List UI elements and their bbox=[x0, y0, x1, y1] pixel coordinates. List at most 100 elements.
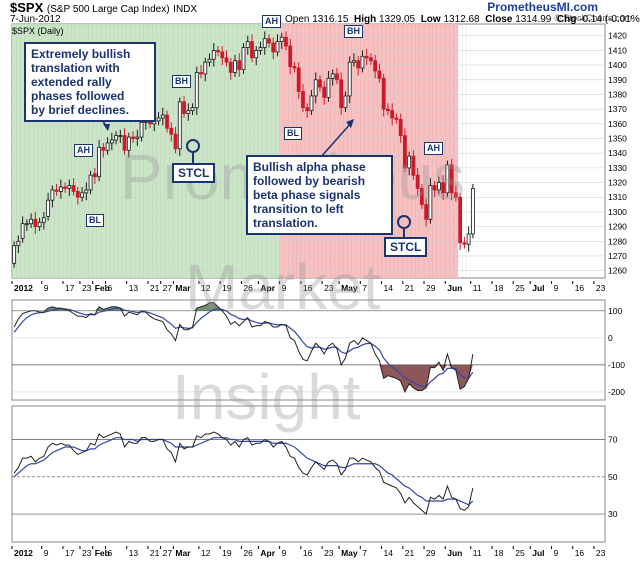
candle-body bbox=[373, 60, 378, 72]
y-tick-label: 1420 bbox=[608, 31, 627, 41]
top-x-tick: 29 bbox=[426, 283, 436, 293]
top-x-tick: 16 bbox=[303, 283, 313, 293]
y-tick-label: 1400 bbox=[608, 60, 627, 70]
rsi-y-tick: 30 bbox=[608, 509, 618, 519]
tag-bh-right: BH bbox=[344, 25, 363, 38]
candle-body bbox=[284, 36, 288, 47]
top-x-tick: 13 bbox=[129, 283, 139, 293]
candle-body bbox=[241, 47, 246, 70]
candle-body bbox=[424, 204, 429, 220]
candle-body bbox=[330, 73, 335, 79]
candle-body bbox=[386, 108, 390, 112]
candle-body bbox=[267, 38, 271, 44]
candle-body bbox=[80, 192, 84, 198]
candle-body bbox=[339, 79, 344, 109]
candle-body bbox=[109, 139, 114, 144]
candle-body bbox=[97, 146, 101, 178]
candle-body bbox=[16, 240, 21, 247]
bottom-x-tick: 11 bbox=[473, 548, 482, 558]
cci-oversold-fill bbox=[14, 364, 473, 392]
candle-body bbox=[63, 186, 67, 189]
candle-body bbox=[101, 146, 106, 151]
tag-ah-top: AH bbox=[262, 15, 281, 28]
candle-body bbox=[335, 73, 339, 81]
candle-body bbox=[441, 182, 446, 194]
bottom-x-tick: Jul bbox=[532, 548, 544, 558]
candle-body bbox=[275, 41, 280, 53]
cci-y-tick: -200 bbox=[608, 387, 625, 397]
y-tick-label: 1260 bbox=[608, 266, 627, 276]
bottom-x-tick: 23 bbox=[82, 548, 92, 558]
bottom-x-tick: May bbox=[341, 548, 358, 558]
top-axis-bg bbox=[0, 281, 605, 294]
bottom-x-tick: 19 bbox=[222, 548, 232, 558]
candle-body bbox=[369, 57, 373, 62]
top-x-tick: 14 bbox=[384, 283, 394, 293]
top-x-tick: 6 bbox=[107, 283, 112, 293]
tag-ah-right: AH bbox=[424, 142, 443, 155]
candle-body bbox=[33, 218, 38, 228]
bottom-x-tick: 9 bbox=[282, 548, 287, 558]
candle-body bbox=[88, 174, 93, 191]
candle-body bbox=[279, 36, 284, 43]
tag-bl-right: BL bbox=[284, 127, 302, 140]
candle-body bbox=[207, 58, 212, 63]
candle-body bbox=[92, 173, 97, 178]
candle-body bbox=[271, 42, 276, 53]
candle-body bbox=[347, 61, 352, 97]
candle-body bbox=[322, 86, 327, 98]
top-x-tick: 17 bbox=[65, 283, 75, 293]
bottom-axis-bg bbox=[0, 546, 605, 559]
bottom-x-tick: 16 bbox=[575, 548, 585, 558]
bottom-x-tick: 12 bbox=[201, 548, 211, 558]
candle-body bbox=[237, 60, 242, 70]
top-x-tick: 23 bbox=[324, 283, 334, 293]
top-x-tick: 9 bbox=[44, 283, 49, 293]
candle-body bbox=[37, 221, 42, 228]
y-tick-label: 1310 bbox=[608, 192, 627, 202]
bottom-x-tick: 25 bbox=[515, 548, 525, 558]
candle-body bbox=[258, 47, 263, 51]
candle-body bbox=[135, 136, 140, 139]
candle-body bbox=[126, 136, 131, 151]
candle-body bbox=[75, 190, 80, 198]
y-tick-label: 1410 bbox=[608, 45, 627, 55]
y-tick-label: 1330 bbox=[608, 163, 627, 173]
top-x-tick: 23 bbox=[82, 283, 92, 293]
candle-body bbox=[71, 185, 76, 192]
bottom-x-tick: Apr bbox=[260, 548, 275, 558]
candle-body bbox=[445, 164, 450, 194]
candle-body bbox=[173, 133, 178, 150]
candle-body bbox=[54, 189, 59, 192]
bottom-x-tick: Mar bbox=[175, 548, 191, 558]
ohlc-readout: Open 1316.15 High 1329.05 Low 1312.68 Cl… bbox=[285, 14, 640, 25]
top-x-tick: Jun bbox=[447, 283, 462, 293]
top-x-tick: 26 bbox=[243, 283, 253, 293]
candle-body bbox=[29, 218, 34, 225]
candle-body bbox=[466, 233, 471, 245]
candle-body bbox=[20, 223, 25, 239]
symbol-title: $SPX (S&P 500 Large Cap Index) INDX bbox=[10, 0, 198, 15]
candle-body bbox=[254, 50, 259, 59]
top-x-tick: 21 bbox=[405, 283, 415, 293]
candle-body bbox=[131, 136, 135, 139]
candle-body bbox=[12, 245, 17, 264]
candle-body bbox=[160, 114, 165, 119]
candle-body bbox=[381, 77, 386, 110]
candle-body bbox=[41, 217, 46, 223]
y-tick-label: 1300 bbox=[608, 207, 627, 217]
candle-body bbox=[190, 107, 195, 112]
y-tick-label: 1390 bbox=[608, 75, 627, 85]
candle-body bbox=[453, 192, 458, 198]
bottom-x-tick: 21 bbox=[405, 548, 415, 558]
brand-link[interactable]: PrometheusMI.com bbox=[487, 0, 598, 14]
candle-body bbox=[420, 188, 424, 205]
bottom-x-tick: 6 bbox=[107, 548, 112, 558]
candle-body bbox=[305, 107, 310, 112]
top-x-tick: 23 bbox=[596, 283, 606, 293]
top-x-tick: Feb bbox=[95, 283, 110, 293]
candle-body bbox=[84, 189, 89, 194]
cci-line bbox=[13, 302, 474, 394]
candle-body bbox=[292, 66, 297, 69]
